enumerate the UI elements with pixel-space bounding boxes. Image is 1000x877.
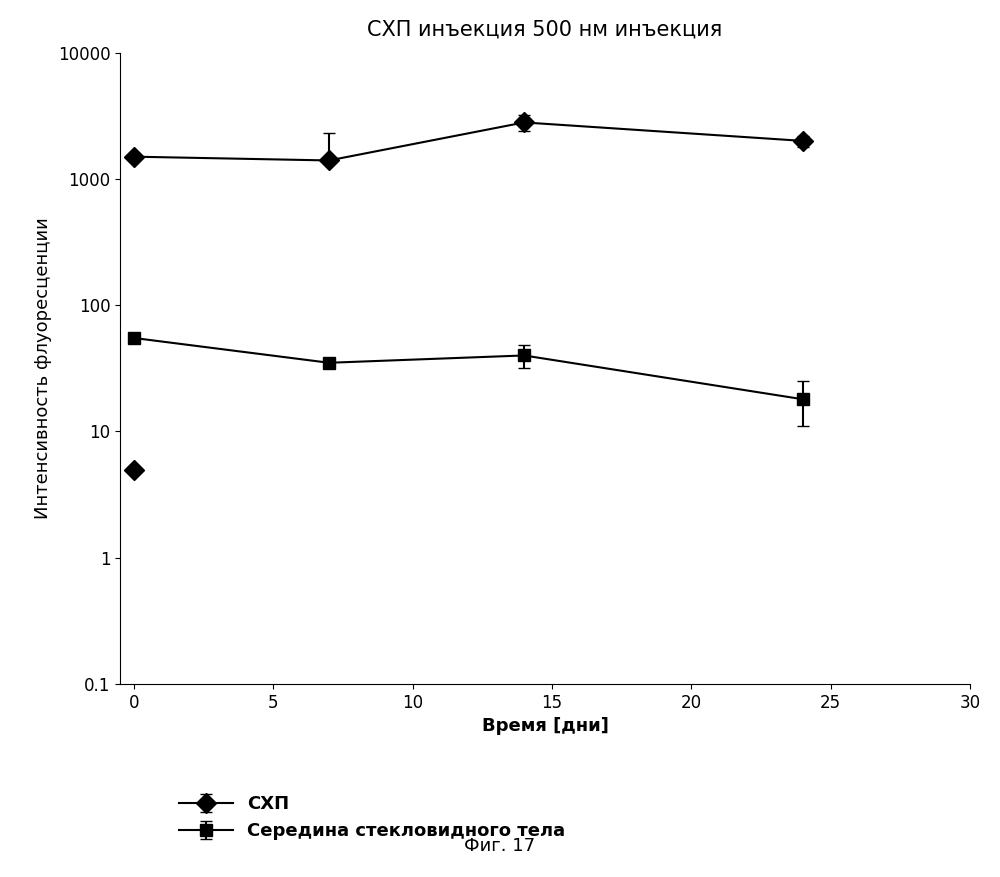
Text: Фиг. 17: Фиг. 17 [464, 837, 536, 855]
Y-axis label: Интенсивность флуоресценции: Интенсивность флуоресценции [34, 217, 52, 519]
Legend: СХП, Середина стекловидного тела: СХП, Середина стекловидного тела [172, 788, 573, 847]
X-axis label: Время [дни]: Время [дни] [482, 717, 608, 735]
Title: СХП инъекция 500 нм инъекция: СХП инъекция 500 нм инъекция [367, 20, 723, 40]
